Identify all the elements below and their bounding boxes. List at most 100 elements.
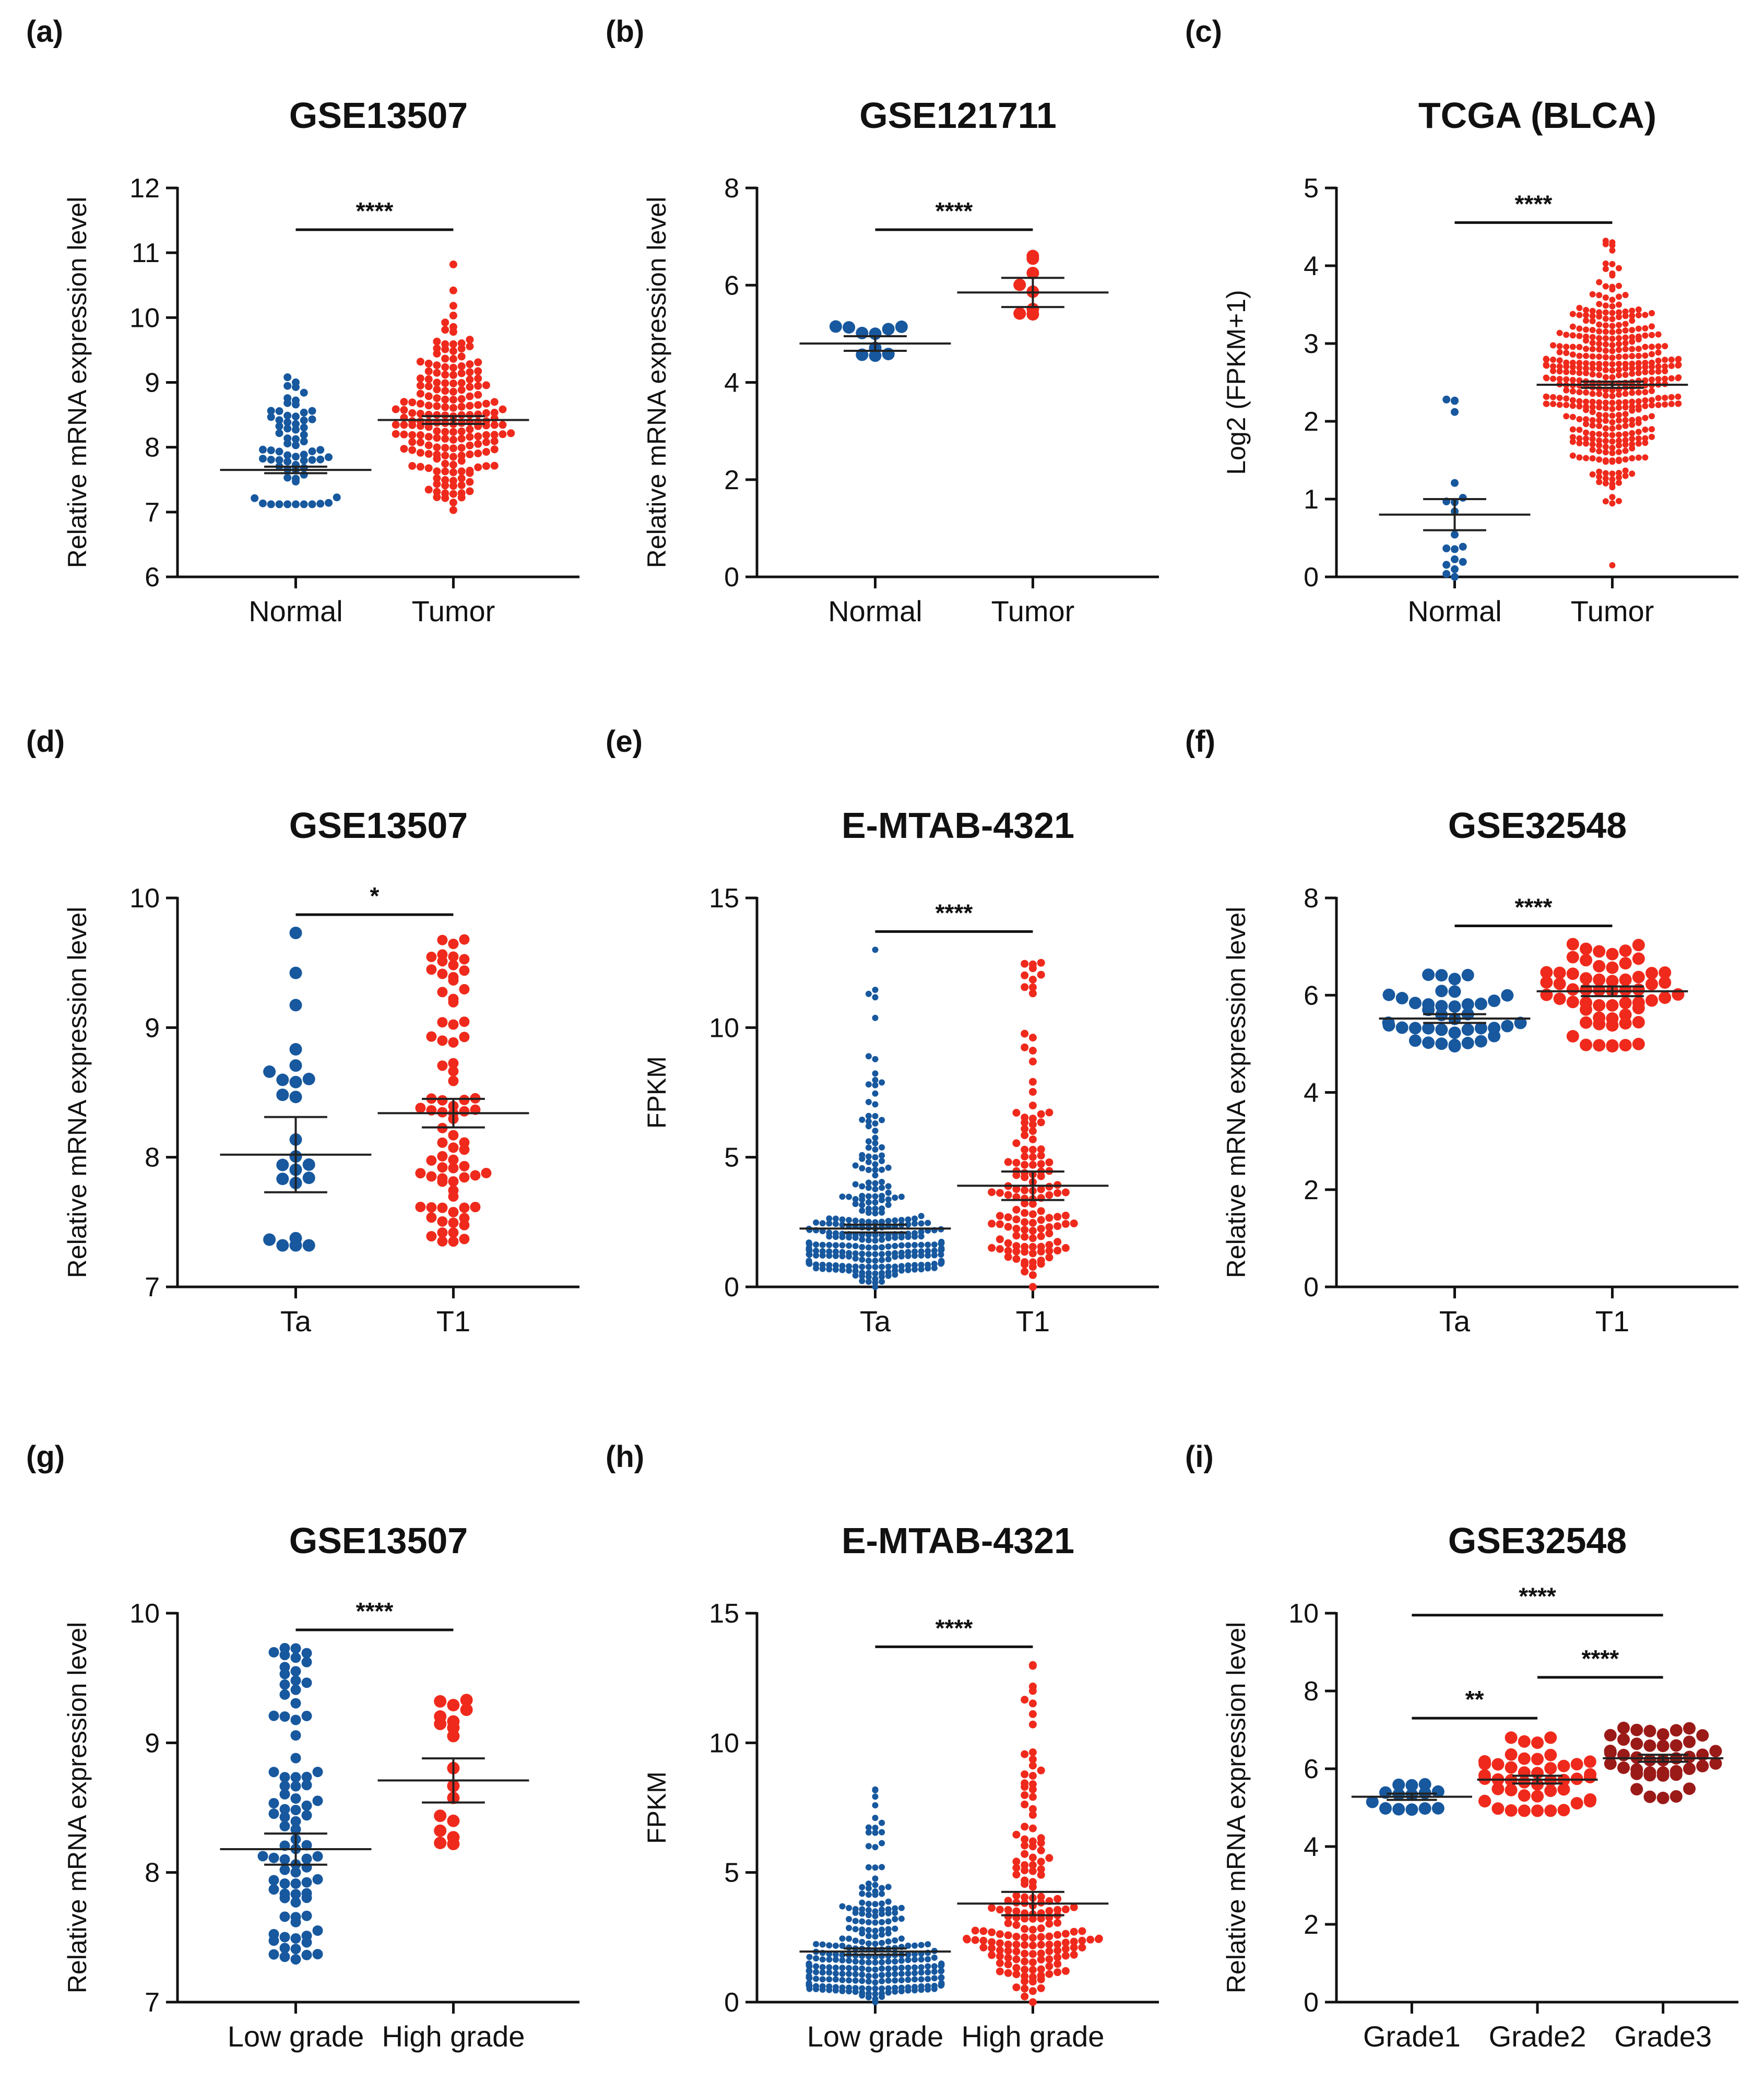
data-point: [1589, 398, 1596, 405]
data-point: [283, 474, 292, 482]
data-point: [1021, 1152, 1029, 1161]
data-point: [1012, 1858, 1021, 1866]
data-point: [1602, 322, 1609, 329]
data-point: [289, 927, 302, 939]
data-point: [1622, 321, 1629, 327]
data-point: [1576, 416, 1583, 422]
data-point: [1596, 365, 1603, 372]
y-tick-label: 10: [1288, 1599, 1319, 1629]
data-point: [1514, 1016, 1527, 1030]
y-axis-label: Log2 (FPKM+1): [1222, 290, 1251, 475]
data-point: [1602, 412, 1609, 419]
data-point: [872, 1933, 879, 1940]
data-point: [1659, 991, 1672, 1004]
data-point: [290, 1666, 301, 1677]
data-point: [408, 431, 417, 439]
data-point: [1649, 387, 1655, 394]
data-point: [885, 1898, 892, 1905]
data-point: [459, 1144, 470, 1155]
data-point: [1622, 411, 1629, 418]
data-point: [449, 453, 457, 461]
data-point: [872, 1913, 879, 1920]
y-tick-label: 10: [709, 1728, 739, 1758]
data-point: [1569, 426, 1576, 433]
data-point: [424, 450, 433, 458]
data-point: [441, 395, 449, 404]
y-tick-label: 4: [724, 368, 739, 398]
data-point: [1649, 332, 1655, 338]
data-point: [1576, 440, 1583, 446]
data-point: [925, 1963, 931, 1970]
data-point: [879, 1251, 885, 1258]
y-tick-label: 10: [129, 883, 160, 914]
data-point: [1589, 417, 1596, 423]
data-point: [1609, 247, 1616, 254]
data-point: [276, 1073, 289, 1086]
data-point: [312, 1874, 323, 1885]
data-point: [905, 1267, 911, 1273]
data-point: [312, 1795, 323, 1806]
data-point: [449, 286, 457, 294]
data-point: [1013, 278, 1026, 291]
data-point: [1629, 338, 1636, 345]
data-point: [1630, 1723, 1643, 1736]
data-point: [300, 500, 308, 508]
data-point: [300, 408, 308, 417]
data-point: [1602, 347, 1609, 354]
data-point: [308, 407, 316, 415]
data-point: [1028, 1034, 1037, 1042]
data-point: [892, 1263, 898, 1270]
data-point: [1580, 1038, 1592, 1051]
data-point: [1004, 1191, 1012, 1199]
data-point: [879, 1931, 885, 1938]
data-point: [1557, 1783, 1570, 1796]
data-point: [872, 1996, 879, 2002]
data-point: [872, 1257, 879, 1264]
y-tick-label: 9: [145, 1728, 160, 1758]
data-point: [826, 1215, 833, 1222]
data-point: [416, 358, 424, 366]
data-point: [1593, 999, 1606, 1012]
data-point: [1461, 1023, 1474, 1036]
data-point: [466, 375, 474, 384]
data-point: [268, 1929, 279, 1939]
data-point: [424, 392, 433, 400]
data-point: [1609, 283, 1616, 290]
chart-title: GSE121711: [859, 95, 1057, 136]
data-point: [872, 1193, 879, 1200]
data-point: [1021, 1770, 1029, 1779]
data-point: [813, 1252, 820, 1259]
data-point: [1602, 335, 1609, 341]
x-tick-label: Grade3: [1614, 2020, 1712, 2053]
data-point: [300, 431, 308, 439]
data-point: [433, 427, 441, 435]
data-point: [1668, 362, 1675, 369]
data-point: [885, 1977, 892, 1984]
data-point: [872, 1815, 879, 1821]
data-point: [449, 444, 457, 453]
data-point: [911, 1248, 918, 1255]
data-point: [1672, 988, 1685, 1001]
data-point: [267, 456, 275, 464]
data-point: [1616, 417, 1622, 424]
x-tick-label: Low grade: [807, 2020, 944, 2053]
data-point: [308, 415, 316, 423]
data-point: [1589, 365, 1596, 372]
data-point: [1609, 361, 1616, 368]
data-point: [441, 428, 449, 436]
data-point: [457, 395, 466, 403]
data-point: [826, 1229, 833, 1236]
data-point: [1642, 344, 1649, 350]
data-point: [1609, 444, 1616, 451]
data-point: [1629, 470, 1636, 477]
data-point: [931, 1260, 938, 1267]
data-point: [437, 1137, 448, 1148]
data-point: [466, 425, 474, 433]
data-point: [1553, 977, 1566, 990]
data-point: [1629, 398, 1636, 405]
data-point: [819, 1956, 826, 1963]
y-tick-label: 11: [132, 238, 160, 268]
data-point: [872, 1959, 879, 1966]
data-point: [1028, 1135, 1037, 1143]
data-point: [1012, 1907, 1021, 1915]
